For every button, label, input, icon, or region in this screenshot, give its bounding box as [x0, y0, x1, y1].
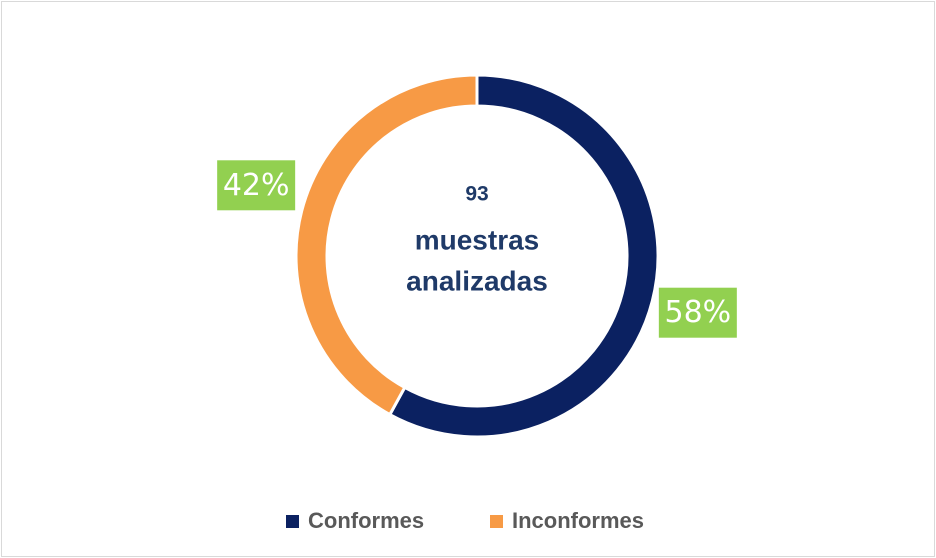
data-label-box: [658, 287, 737, 338]
data-label: 42%: [223, 168, 290, 203]
donut-segment: [387, 73, 660, 439]
center-text: 93: [465, 183, 488, 206]
center-text: muestras: [415, 224, 540, 255]
data-label: 58%: [664, 295, 731, 330]
data-label-box: [217, 160, 296, 211]
legend-swatch: [286, 515, 299, 528]
donut-segment: [294, 73, 479, 417]
legend-label: Conformes: [308, 508, 424, 533]
center-text: analizadas: [406, 265, 548, 296]
legend-swatch: [490, 515, 503, 528]
legend-label: Inconformes: [512, 508, 644, 533]
